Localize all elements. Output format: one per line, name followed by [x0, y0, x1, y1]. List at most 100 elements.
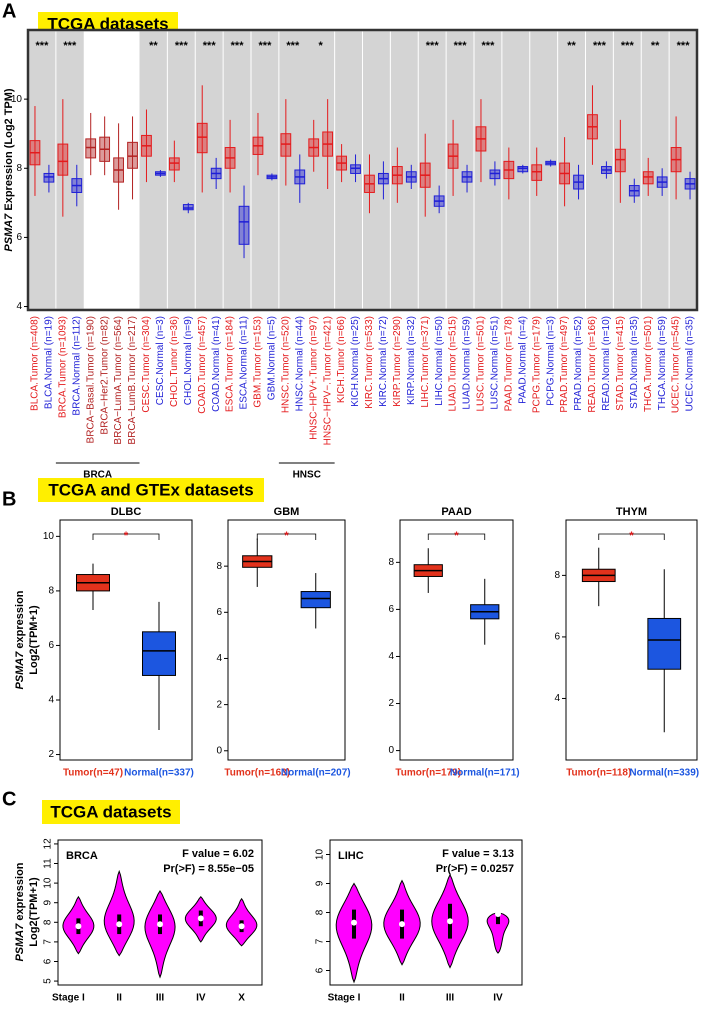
y-tick-label: 0 — [388, 745, 394, 756]
x-tick-label: BRCA.Tumor (n=1093) — [57, 316, 68, 418]
y-tick-label: 5 — [43, 978, 54, 984]
y-tick-label: 8 — [48, 586, 54, 597]
y-axis-label: PSMA7 Expression (Log2 TPM) — [3, 88, 15, 252]
significance: *** — [593, 40, 607, 52]
box — [647, 617, 682, 670]
significance: *** — [426, 40, 440, 52]
y-tick-label: 7 — [315, 938, 326, 944]
y-tick-label: 8 — [16, 163, 22, 174]
y-tick-label: 10 — [43, 877, 54, 889]
x-tick-label: GBM.Normal (n=5) — [267, 316, 278, 400]
x-tick-label: READ.Normal (n=10) — [601, 316, 612, 411]
significance: *** — [63, 40, 77, 52]
y-tick-label: 2 — [48, 749, 54, 760]
significance: *** — [286, 40, 300, 52]
panel-title: DLBC — [111, 506, 142, 518]
x-tick-label: Stage I — [328, 993, 361, 1004]
label: Expression (Log2 TPM) — [3, 88, 15, 211]
annotation: * — [284, 530, 289, 542]
box — [517, 166, 529, 173]
y-tick-label: 8 — [554, 570, 560, 581]
y-axis-label: PSMA7 expression — [14, 862, 26, 961]
x-tick-label: LUAD.Tumor (n=515) — [448, 316, 459, 412]
x-tick-label: LUAD.Normal (n=59) — [462, 316, 473, 410]
box — [300, 591, 331, 609]
label: expression — [14, 862, 26, 920]
median-dot — [495, 910, 501, 917]
significance: *** — [259, 40, 273, 52]
bracket — [256, 533, 317, 540]
badge-bg — [42, 800, 180, 824]
panel-title: GBM — [274, 506, 300, 518]
box — [280, 133, 292, 157]
x-tick-label: CHOL.Tumor (n=36) — [169, 316, 180, 407]
badge: TCGA datasets — [50, 802, 171, 821]
x-tick-label: II — [399, 993, 405, 1004]
x-tick-label: LUSC.Tumor (n=501) — [476, 316, 487, 412]
x-tick-label: HNSC.Tumor (n=520) — [280, 316, 291, 413]
y-tick-label: 9 — [315, 880, 326, 886]
box — [350, 164, 361, 174]
significance: * — [319, 40, 324, 52]
x-tick-label: HNSC−HPV+.Tumor (n=97) — [308, 316, 319, 440]
panel-title: THYM — [616, 506, 647, 518]
bracket — [598, 533, 665, 540]
y-tick-label: 8 — [43, 919, 54, 925]
y-tick-label: 0 — [216, 745, 222, 756]
x-tick-label: STAD.Tumor (n=415) — [615, 316, 626, 411]
x-tick-label: STAD.Normal (n=35) — [629, 316, 640, 409]
x-tick-label: GBM.Tumor (n=153) — [253, 316, 264, 408]
x-tick-label: ESCA.Normal (n=11) — [239, 316, 250, 409]
x-tick-label: Tumor(n=47) — [63, 768, 123, 779]
x-tick-label: IV — [196, 993, 206, 1004]
x-tick-label: HNSC−HPV−.Tumor (n=421) — [322, 316, 333, 445]
x-tick-label: ESCA.Tumor (n=184) — [225, 316, 236, 412]
x-tick-label: UCEC.Tumor (n=545) — [671, 316, 682, 413]
x-tick-label: LIHC.Tumor (n=371) — [420, 316, 431, 408]
y-axis-label: PSMA7 expression — [14, 590, 26, 689]
x-tick-label: READ.Tumor (n=166) — [587, 316, 598, 413]
significance: *** — [454, 40, 468, 52]
x-tick-label: KIRP.Normal (n=32) — [406, 316, 417, 405]
significance: *** — [175, 40, 189, 52]
box — [531, 164, 543, 181]
x-tick-label: CESC.Tumor (n=304) — [141, 316, 152, 413]
box — [489, 169, 501, 180]
x-tick-label: PAAD.Normal (n=4) — [517, 316, 528, 404]
plot-area — [399, 519, 514, 761]
y-tick-label: 6 — [388, 604, 394, 615]
x-tick-label: X — [238, 993, 245, 1004]
stat-label: F value = 3.13 — [442, 848, 514, 860]
x-tick-label: PCPG.Tumor (n=179) — [531, 316, 542, 413]
significance: *** — [621, 40, 635, 52]
stat-label: F value = 6.02 — [182, 848, 254, 860]
violin — [103, 869, 135, 957]
panel-title: LIHC — [338, 850, 364, 862]
annotation: * — [124, 530, 129, 542]
x-tick-label: KIRP.Tumor (n=290) — [392, 316, 403, 407]
x-tick-label: PRAD.Normal (n=52) — [573, 316, 584, 411]
x-tick-label: BRCA.Normal (n=112) — [71, 316, 82, 416]
x-tick-label: Normal(n=337) — [124, 768, 194, 779]
gene: PSMA7 — [14, 651, 26, 690]
gene: PSMA7 — [3, 213, 15, 252]
y-tick-label: 11 — [43, 858, 54, 869]
x-tick-label: Normal(n=171) — [450, 768, 520, 779]
x-tick-label: IV — [493, 993, 503, 1004]
y-tick-label: 4 — [554, 693, 560, 704]
x-tick-label: BLCA.Normal (n=19) — [44, 316, 55, 409]
x-tick-label: KICH.Normal (n=25) — [350, 316, 361, 407]
x-tick-label: II — [116, 993, 122, 1004]
y-tick-label: 10 — [11, 94, 23, 105]
median-dot — [75, 923, 82, 930]
y-tick-label: 4 — [216, 653, 222, 664]
y-tick-label: 6 — [48, 640, 54, 651]
bracket — [427, 533, 486, 540]
x-tick-label: THCA.Normal (n=59) — [657, 316, 668, 410]
panel-letter: B — [2, 488, 16, 510]
x-tick-label: LIHC.Normal (n=50) — [434, 316, 445, 406]
annotation: * — [629, 530, 634, 542]
group-label: BRCA — [83, 470, 112, 481]
x-tick-label: Tumor(n=118) — [566, 768, 631, 779]
x-tick-label: COAD.Tumor (n=457) — [197, 316, 208, 414]
